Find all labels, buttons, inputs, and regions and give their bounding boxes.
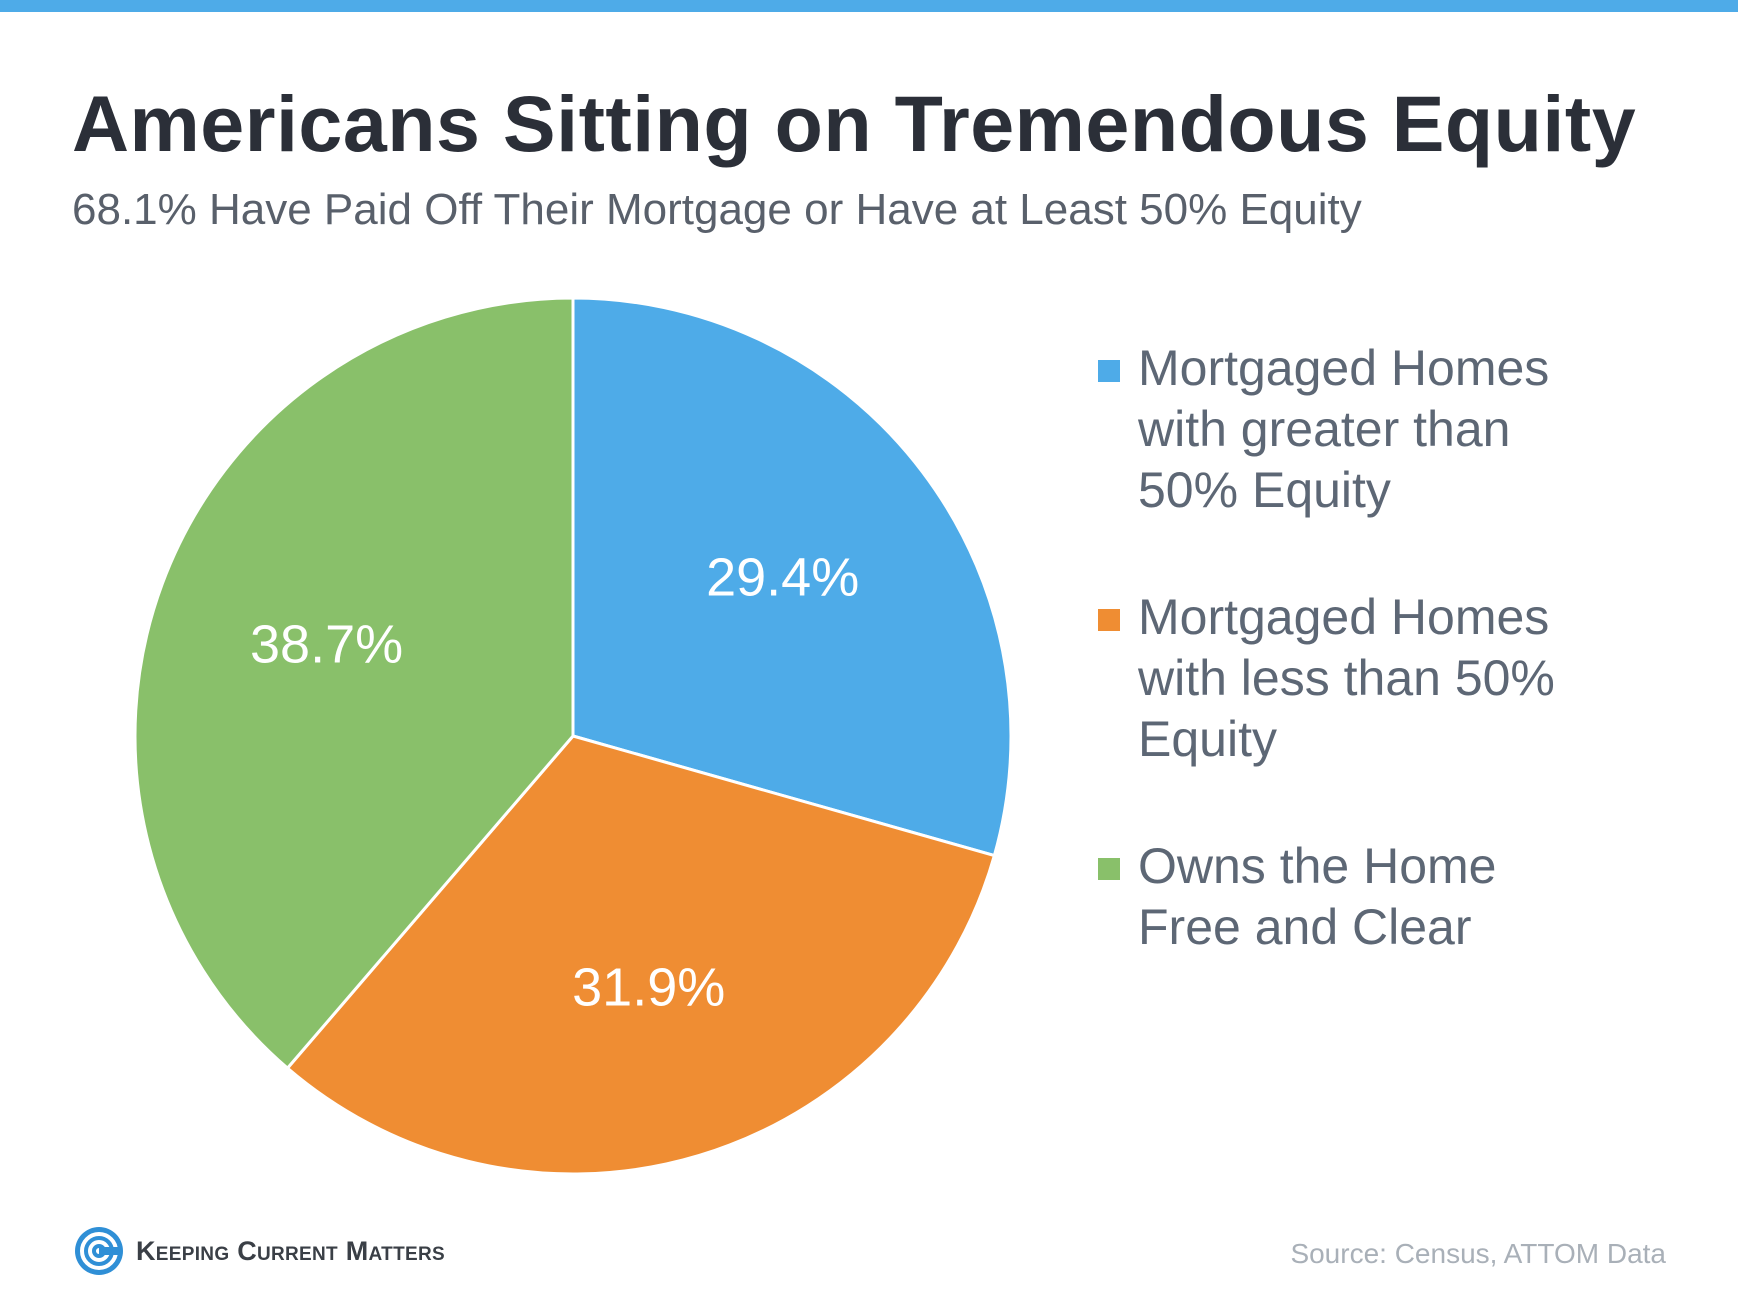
legend-swatch-green (1098, 858, 1120, 880)
pie-slice-0 (571, 296, 1013, 858)
legend-swatch-blue (1098, 360, 1120, 382)
chart-subtitle: 68.1% Have Paid Off Their Mortgage or Ha… (72, 185, 1362, 234)
chart-title: Americans Sitting on Tremendous Equity (72, 79, 1637, 168)
legend-label: Owns the Home Free and Clear (1138, 838, 1497, 955)
logo-text: Keeping Current Matters (136, 1235, 445, 1266)
legend-label: Mortgaged Homes with less than 50% Equit… (1138, 589, 1555, 767)
source-note: Source: Census, ATTOM Data (1290, 1238, 1666, 1269)
pie-slice-label-1: 31.9% (572, 958, 725, 1018)
pie-slice-1 (285, 734, 997, 1176)
legend-label: Mortgaged Homes with greater than 50% Eq… (1138, 340, 1550, 518)
legend-item-owns-free-clear: Owns the Home Free and Clear (1098, 836, 1698, 958)
pie-slice-2 (133, 296, 575, 1071)
top-accent-bar (0, 0, 1738, 12)
pie-slice-label-0: 29.4% (706, 548, 859, 608)
spiral-logo-icon (75, 1227, 123, 1275)
keeping-current-matters-logo: Keeping Current Matters (74, 1226, 445, 1276)
chart-legend: Mortgaged Homes with greater than 50% Eq… (1098, 338, 1698, 1024)
legend-item-mortgaged-greater-50: Mortgaged Homes with greater than 50% Eq… (1098, 338, 1698, 521)
legend-swatch-orange (1098, 609, 1120, 631)
legend-item-mortgaged-less-50: Mortgaged Homes with less than 50% Equit… (1098, 587, 1698, 770)
pie-slice-label-2: 38.7% (250, 615, 403, 675)
